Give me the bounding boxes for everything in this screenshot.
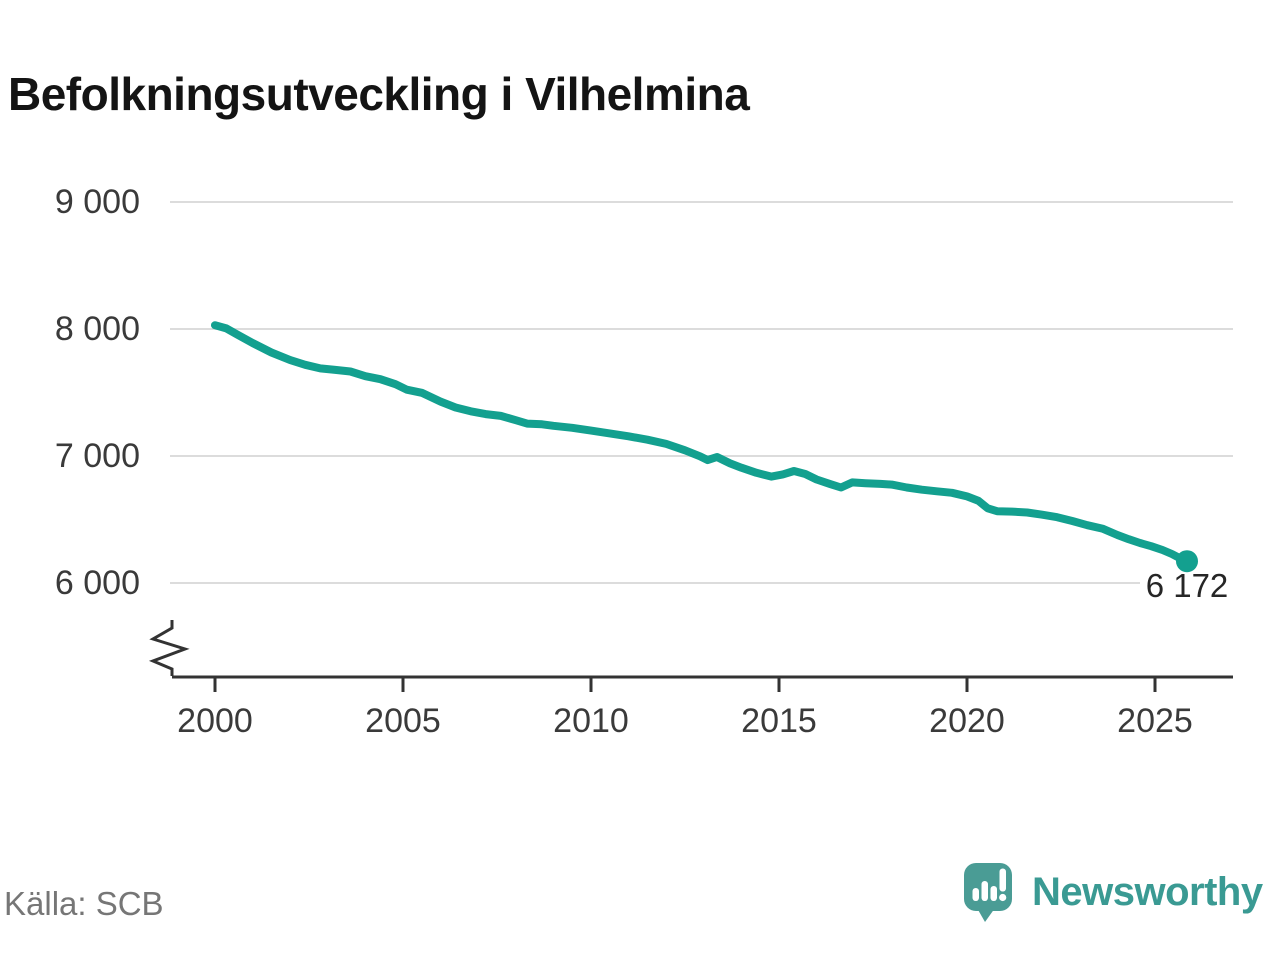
speech-bubble-tail xyxy=(977,908,995,922)
x-tick-label: 2010 xyxy=(553,702,629,740)
x-tick-label: 2000 xyxy=(177,702,253,740)
bar-chart-icon-bar2 xyxy=(981,881,988,901)
bar-chart-icon-bar3 xyxy=(990,886,997,901)
y-tick-label: 9 000 xyxy=(54,183,140,221)
x-tick-label: 2005 xyxy=(365,702,441,740)
x-tick-label: 2025 xyxy=(1117,702,1193,740)
x-tick-label: 2020 xyxy=(929,702,1005,740)
y-tick-label: 6 000 xyxy=(54,564,140,602)
latest-value-text: 6 172 xyxy=(1139,567,1235,604)
x-tick-label: 2015 xyxy=(741,702,817,740)
newsworthy-logo: Newsworthy xyxy=(962,860,1263,924)
latest-value-label: 6 172 xyxy=(1112,567,1262,604)
source-label: Källa: SCB xyxy=(4,885,164,922)
y-tick-label: 8 000 xyxy=(54,310,140,348)
newsworthy-logo-icon xyxy=(964,863,1012,922)
exclamation-icon-dot xyxy=(999,893,1007,902)
newsworthy-wordmark: Newsworthy xyxy=(1032,870,1263,914)
exclamation-icon-stem xyxy=(999,868,1006,892)
bar-chart-icon-bar1 xyxy=(972,888,979,901)
chart-title: Befolkningsutveckling i Vilhelmina xyxy=(8,67,750,120)
y-tick-label: 7 000 xyxy=(54,437,140,475)
